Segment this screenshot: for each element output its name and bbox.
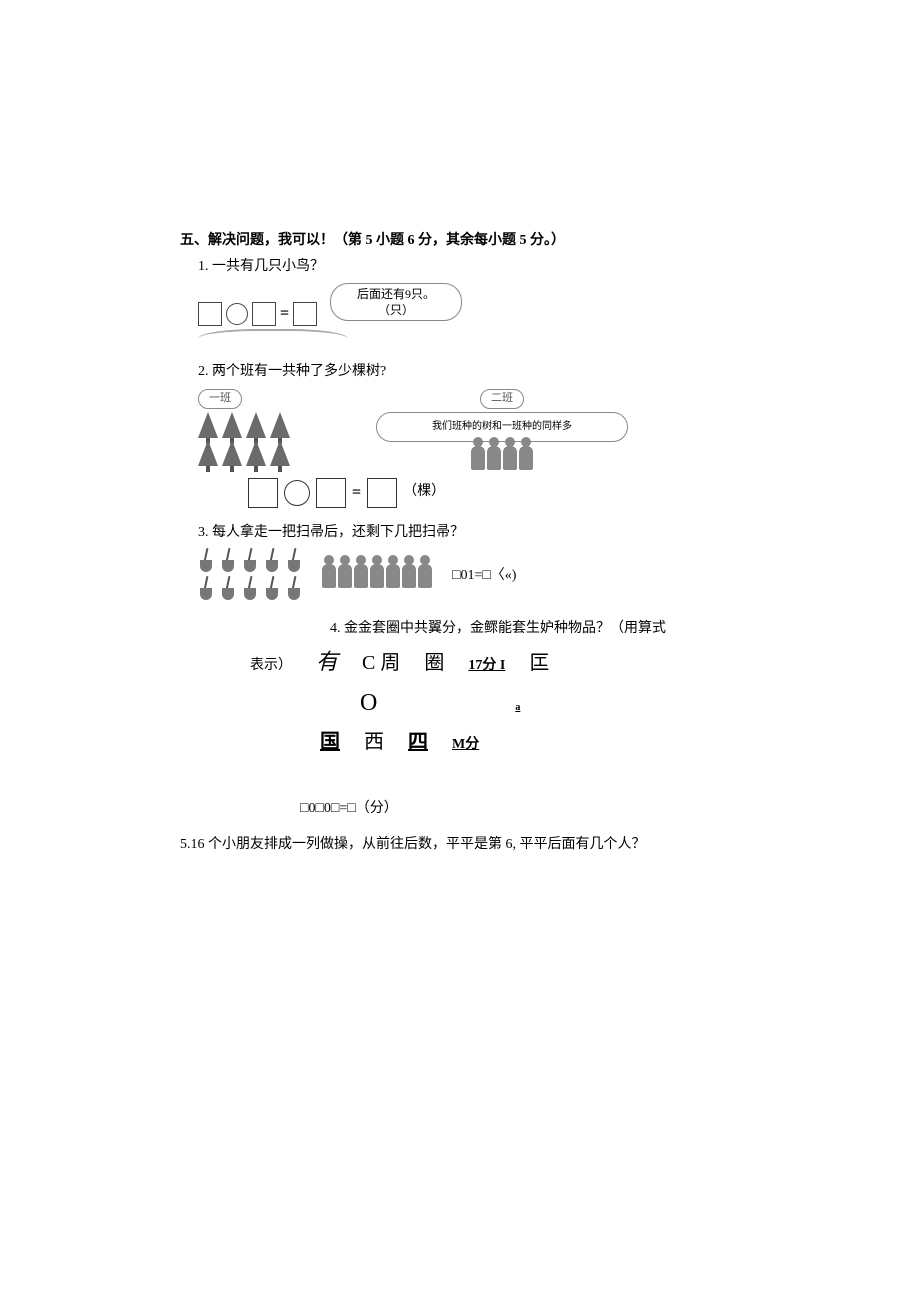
q4-cell: O xyxy=(360,684,377,722)
q4-equation: □0□0□=□（分） xyxy=(300,798,740,820)
broom-icon xyxy=(264,548,280,574)
person-icon xyxy=(487,446,501,470)
answer-box[interactable] xyxy=(252,302,276,326)
broom-icon xyxy=(220,576,236,602)
q2-equation: = （棵） xyxy=(248,478,628,508)
class-1-label: 一班 xyxy=(198,389,242,409)
children-group xyxy=(322,564,432,588)
answer-box[interactable] xyxy=(316,478,346,508)
broom-icon xyxy=(220,548,236,574)
question-2: 2. 两个班有一共种了多少棵树? 一班 xyxy=(180,361,740,508)
q4-cell: 国 xyxy=(320,726,340,758)
operator-circle[interactable] xyxy=(226,303,248,325)
broom-icon xyxy=(286,548,302,574)
tree-icon xyxy=(270,412,290,438)
person-icon xyxy=(471,446,485,470)
equals-sign: = xyxy=(280,301,289,327)
question-4: 4. 金金套圈中共翼分，金鳏能套生妒种物品？（用算式 表示） 有 C 周 圈 1… xyxy=(180,618,740,820)
q4-cell: 有 xyxy=(316,644,338,679)
person-icon xyxy=(370,564,384,588)
operator-circle[interactable] xyxy=(284,480,310,506)
broom-icon xyxy=(242,576,258,602)
person-icon xyxy=(354,564,368,588)
equals-sign: = xyxy=(352,480,361,506)
person-icon xyxy=(402,564,416,588)
person-icon xyxy=(386,564,400,588)
broom-icon xyxy=(242,548,258,574)
class-1-panel: 一班 xyxy=(198,387,358,465)
broom-icon xyxy=(198,576,214,602)
broom-icon xyxy=(264,576,280,602)
tree-icon xyxy=(246,440,266,466)
q4-cell-score: M分 xyxy=(452,734,479,756)
q4-cell: 圈 xyxy=(424,647,444,679)
q4-intro: 4. 金金套圈中共翼分，金鳏能套生妒种物品？（用算式 xyxy=(330,618,740,640)
tree-icon xyxy=(198,412,218,438)
bubble-text-2: （只） xyxy=(331,302,461,318)
q4-prefix: 表示） xyxy=(250,655,292,677)
broom-icon xyxy=(198,548,214,574)
q4-cell: C 周 xyxy=(362,647,400,679)
q1-equation: = xyxy=(198,301,317,327)
brooms-group xyxy=(198,548,302,604)
q4-cell: a xyxy=(515,700,520,716)
tree-icon xyxy=(222,440,242,466)
class-2-label: 二班 xyxy=(480,389,524,409)
person-icon xyxy=(519,446,533,470)
answer-box[interactable] xyxy=(293,302,317,326)
question-1: 1. 一共有几只小鸟？ = 后面还有9只。 （只） xyxy=(180,256,740,346)
students-group xyxy=(376,446,628,470)
q2-text: 2. 两个班有一共种了多少棵树? xyxy=(198,361,740,383)
q5-text: 5.16 个小朋友排成一列做操，从前往后数，平平是第 6, 平平后面有几个人？ xyxy=(180,834,740,856)
question-5: 5.16 个小朋友排成一列做操，从前往后数，平平是第 6, 平平后面有几个人？ xyxy=(180,834,740,856)
person-icon xyxy=(338,564,352,588)
tree-icon xyxy=(246,412,266,438)
unit-label: （棵） xyxy=(403,481,445,503)
q4-cell: 西 xyxy=(364,726,384,758)
ground-decoration xyxy=(198,329,348,345)
class-2-panel: 二班 我们班种的树和一班种的同样多 xyxy=(376,387,628,469)
person-icon xyxy=(503,446,517,470)
q3-figure: □01=□〈«) xyxy=(198,548,740,604)
q3-text: 3. 每人拿走一把扫帚后，还剩下几把扫帚？ xyxy=(198,522,740,544)
person-icon xyxy=(322,564,336,588)
bubble-text-1: 后面还有9只。 xyxy=(331,286,461,302)
q2-figure: 一班 二班 xyxy=(198,387,628,507)
broom-icon xyxy=(286,576,302,602)
q2-speech-bubble: 我们班种的树和一班种的同样多 xyxy=(376,412,628,442)
answer-box[interactable] xyxy=(367,478,397,508)
q1-figure: = 后面还有9只。 （只） xyxy=(198,283,468,347)
tree-icon xyxy=(270,440,290,466)
tree-icon xyxy=(198,440,218,466)
q4-table: 表示） 有 C 周 圈 17分 I 匞 O a 国 西 四 M分 xyxy=(250,644,740,758)
worksheet-page: 五、解决问题，我可以！（第 5 小题 6 分，其余每小题 5 分。） 1. 一共… xyxy=(0,0,920,931)
tree-icon xyxy=(222,412,242,438)
section-5-title: 五、解决问题，我可以！（第 5 小题 6 分，其余每小题 5 分。） xyxy=(180,230,740,252)
q4-cell: 匞 xyxy=(529,647,549,679)
q4-cell: 四 xyxy=(408,726,428,758)
q4-cell-score: 17分 I xyxy=(468,655,505,677)
person-icon xyxy=(418,564,432,588)
q1-text: 1. 一共有几只小鸟？ xyxy=(198,256,740,278)
answer-box[interactable] xyxy=(198,302,222,326)
q3-equation: □01=□〈«) xyxy=(452,565,516,587)
answer-box[interactable] xyxy=(248,478,278,508)
question-3: 3. 每人拿走一把扫帚后，还剩下几把扫帚？ xyxy=(180,522,740,604)
q1-speech-bubble: 后面还有9只。 （只） xyxy=(330,283,462,321)
